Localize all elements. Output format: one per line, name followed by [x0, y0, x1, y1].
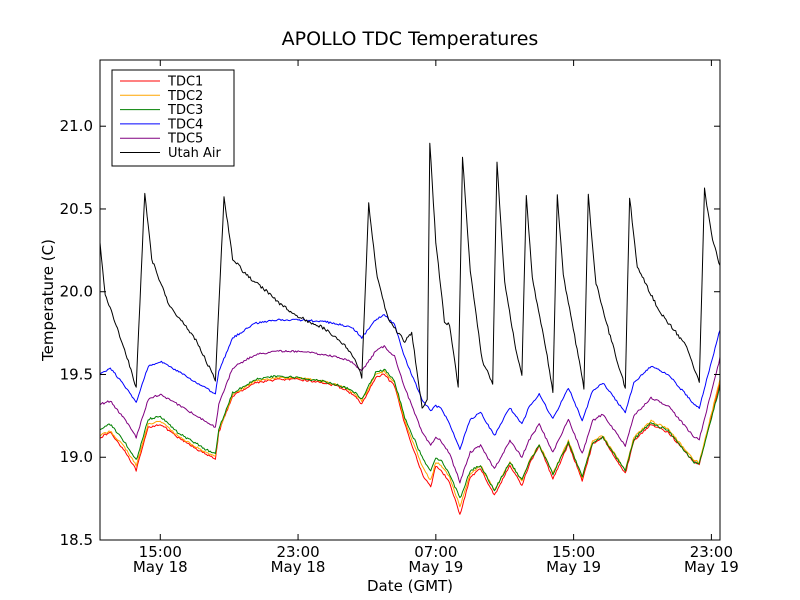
series-line-tdc4: [100, 314, 720, 450]
y-tick-label: 18.5: [60, 531, 93, 549]
y-tick-label: 20.0: [60, 283, 93, 301]
legend-label: TDC2: [167, 89, 203, 104]
x-tick-label-time: 23:00: [276, 543, 319, 561]
chart-title: APOLLO TDC Temperatures: [282, 28, 539, 50]
series-line-tdc3: [100, 368, 720, 499]
y-tick-label: 19.5: [60, 365, 93, 383]
x-tick-label-date: May 18: [271, 558, 326, 576]
legend-label: Utah Air: [168, 146, 221, 161]
series-line-tdc2: [100, 369, 720, 508]
y-tick-label: 20.5: [60, 200, 93, 218]
x-tick-label-date: May 19: [408, 558, 463, 576]
x-tick-label-date: May 19: [684, 558, 739, 576]
legend-label: TDC5: [167, 132, 203, 147]
legend-label: TDC3: [167, 103, 203, 118]
series-layer: [100, 142, 720, 515]
x-tick-label-date: May 18: [133, 558, 188, 576]
plot-frame: [99, 59, 721, 541]
x-tick-label-time: 15:00: [552, 543, 595, 561]
series-line-utah-air: [100, 142, 720, 409]
x-tick-label-time: 23:00: [690, 543, 733, 561]
legend-label: TDC1: [167, 75, 203, 90]
y-axis-label: Temperature (C): [39, 239, 57, 362]
x-tick-label-time: 07:00: [414, 543, 457, 561]
y-tick-label: 21.0: [60, 117, 93, 135]
legend-label: TDC4: [167, 117, 203, 132]
legend-box: [111, 69, 235, 167]
x-tick-label-date: May 19: [546, 558, 601, 576]
series-line-tdc1: [100, 373, 720, 515]
x-axis-label: Date (GMT): [367, 577, 453, 595]
y-tick-label: 19.0: [60, 448, 93, 466]
series-line-tdc5: [100, 345, 720, 484]
x-tick-label-time: 15:00: [139, 543, 182, 561]
